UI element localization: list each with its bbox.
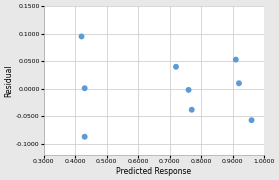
Point (249, 119, 254, 122)
Point (186, 88, 191, 91)
X-axis label: Predicted Response: Predicted Response (116, 167, 191, 176)
Point (79, 35, 84, 38)
Point (189, 108, 194, 111)
Point (237, 82, 241, 85)
Point (82, 135, 87, 138)
Point (82, 87, 87, 90)
Point (234, 58, 238, 61)
Point (174, 65, 178, 68)
Y-axis label: Residual: Residual (4, 64, 13, 97)
